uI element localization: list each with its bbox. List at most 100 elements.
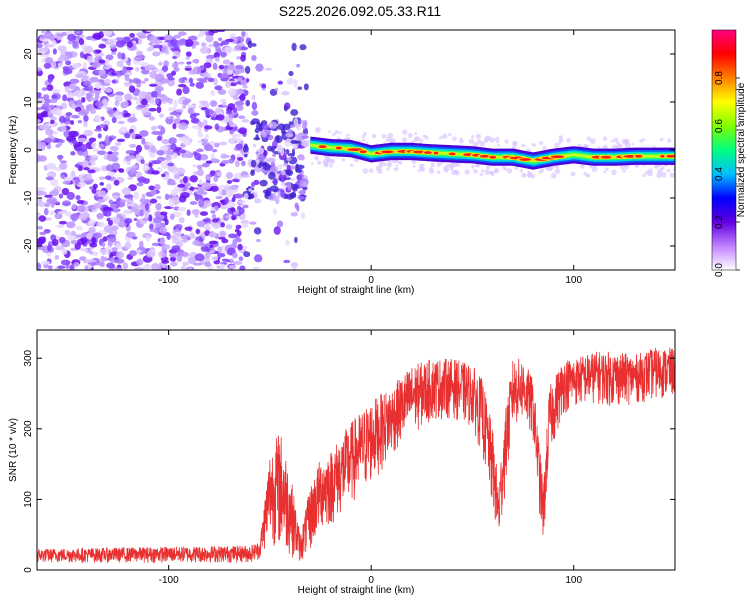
spectrogram-noise-blob bbox=[182, 99, 189, 106]
spectrogram-transition-blob bbox=[249, 221, 257, 225]
spectrogram-noise-blob bbox=[231, 240, 238, 248]
spectrogram-transition-blob bbox=[283, 105, 288, 112]
spectrogram-noise-blob bbox=[118, 168, 125, 173]
spectrogram-transition-blob bbox=[243, 251, 251, 258]
spectrogram-noise-blob bbox=[154, 184, 161, 191]
y-tick-label: 100 bbox=[23, 491, 34, 508]
snr-xlabel: Height of straight line (km) bbox=[298, 585, 415, 596]
spectrogram-noise-blob bbox=[149, 223, 154, 230]
spectrogram-halo-dot bbox=[526, 171, 533, 178]
spectrogram-noise-blob bbox=[197, 127, 203, 135]
spectrogram-noise-blob bbox=[41, 103, 51, 110]
spectrogram-noise-blob bbox=[136, 50, 143, 56]
spectrogram-transition-blob bbox=[259, 271, 266, 277]
spectrogram-transition-blob bbox=[257, 163, 262, 169]
spectrogram-noise-blob bbox=[58, 236, 66, 244]
spectrogram-noise-blob bbox=[111, 225, 119, 231]
spectrogram-transition-blob bbox=[290, 140, 299, 144]
spectrogram-transition-blob bbox=[298, 189, 306, 195]
spectrogram-noise-blob bbox=[180, 265, 187, 270]
spectrogram-noise-blob bbox=[79, 51, 85, 59]
spectrogram-transition-blob bbox=[285, 132, 294, 138]
spectrogram-halo-dot bbox=[393, 167, 398, 172]
spectrogram-halo-dot bbox=[436, 170, 441, 174]
spectrogram-noise-blob bbox=[54, 255, 60, 260]
spectrogram-noise-blob bbox=[239, 265, 246, 270]
spectrogram-halo-dot bbox=[586, 136, 592, 141]
spectrogram-noise-blob bbox=[44, 31, 53, 40]
spectrogram-transition-blob bbox=[281, 129, 286, 135]
spectrogram-noise-blob bbox=[83, 129, 94, 137]
spectrogram-halo-dot bbox=[395, 164, 398, 167]
spectrogram-noise-blob bbox=[227, 69, 233, 75]
spectrogram-noise-blob bbox=[64, 229, 71, 236]
spectrogram-noise-blob bbox=[228, 64, 236, 72]
spectrogram-transition-blob bbox=[254, 198, 262, 204]
spectrogram-noise-blob bbox=[159, 145, 169, 151]
y-tick-label: 300 bbox=[23, 349, 34, 366]
spectrogram-noise-blob bbox=[177, 84, 187, 88]
spectrogram-halo-dot bbox=[489, 137, 496, 143]
spectrogram-noise-blob bbox=[242, 204, 249, 209]
spectrogram-halo-dot bbox=[657, 169, 663, 174]
spectrogram-noise-blob bbox=[50, 178, 59, 187]
spectrogram-noise-blob bbox=[241, 31, 246, 37]
spectrogram-noise-blob bbox=[167, 106, 177, 112]
spectrogram-transition-blob bbox=[295, 168, 303, 173]
spectrogram-noise-blob bbox=[187, 256, 197, 265]
spectrogram-noise-blob bbox=[185, 51, 192, 57]
spectrogram-noise-blob bbox=[86, 55, 94, 63]
spectrogram-halo-dot bbox=[413, 137, 419, 143]
spectrogram-noise-blob bbox=[229, 82, 237, 87]
spectrogram-halo-dot bbox=[647, 171, 653, 177]
spectrogram-noise-blob bbox=[212, 40, 220, 48]
spectrogram-halo-dot bbox=[642, 173, 647, 178]
spectrogram-noise-blob bbox=[220, 205, 228, 210]
spectrogram-halo-dot bbox=[411, 159, 417, 164]
spectrogram-noise-blob bbox=[229, 138, 235, 144]
spectrogram-noise-blob bbox=[126, 61, 131, 66]
spectrogram-noise-blob bbox=[99, 182, 105, 186]
spectrogram-noise-blob bbox=[74, 164, 81, 168]
spectrogram-noise-blob bbox=[209, 30, 220, 34]
spectrogram-noise-blob bbox=[187, 104, 197, 108]
spectrogram-transition-blob bbox=[256, 121, 261, 126]
spectrogram-noise-blob bbox=[129, 167, 137, 175]
ridge-peak bbox=[347, 148, 363, 152]
ridge-peak bbox=[318, 145, 327, 149]
spectrogram-noise-blob bbox=[221, 238, 229, 244]
spectrogram-noise-blob bbox=[139, 91, 148, 96]
spectrogram-noise-blob bbox=[211, 213, 217, 220]
spectrogram-transition-blob bbox=[282, 163, 289, 167]
spectrogram-noise-blob bbox=[47, 197, 58, 204]
spectrogram-halo-dot bbox=[494, 169, 498, 173]
spectrogram-noise-blob bbox=[140, 80, 146, 85]
spectrogram-halo-dot bbox=[519, 169, 523, 173]
spectrogram-noise-blob bbox=[196, 148, 204, 153]
spectrogram-noise-blob bbox=[187, 267, 193, 270]
spectrogram-noise-blob bbox=[124, 133, 131, 139]
spectrogram-noise-blob bbox=[94, 128, 103, 132]
spectrogram-noise-blob bbox=[233, 261, 243, 265]
spectrogram-halo-dot bbox=[398, 160, 403, 165]
spectrogram-transition-blob bbox=[242, 174, 251, 178]
colorbar-tick-label: 0.0 bbox=[714, 263, 725, 277]
spectrogram-noise-blob bbox=[234, 228, 240, 233]
spectrogram-halo-dot bbox=[521, 172, 527, 178]
spectrogram-transition-blob bbox=[294, 236, 298, 244]
spectrogram-noise-blob bbox=[144, 144, 150, 151]
spectrogram-noise-blob bbox=[188, 77, 194, 84]
spectrogram-transition-blob bbox=[288, 121, 294, 126]
spectrogram-noise-blob bbox=[156, 195, 162, 200]
spectrogram-noise-blob bbox=[146, 47, 152, 52]
spectrogram-halo-dot bbox=[542, 145, 547, 151]
spectrogram-transition-blob bbox=[290, 178, 296, 182]
spectrogram-noise-blob bbox=[65, 112, 73, 116]
spectrogram-noise-blob bbox=[114, 100, 120, 107]
spectrogram-noise-blob bbox=[71, 114, 80, 119]
spectrogram-halo-dot bbox=[330, 158, 336, 164]
spectrogram-noise-blob bbox=[169, 199, 174, 208]
spectrogram-noise-blob bbox=[169, 111, 178, 116]
spectrogram-noise-blob bbox=[64, 121, 71, 125]
spectrogram-noise-blob bbox=[241, 222, 249, 229]
